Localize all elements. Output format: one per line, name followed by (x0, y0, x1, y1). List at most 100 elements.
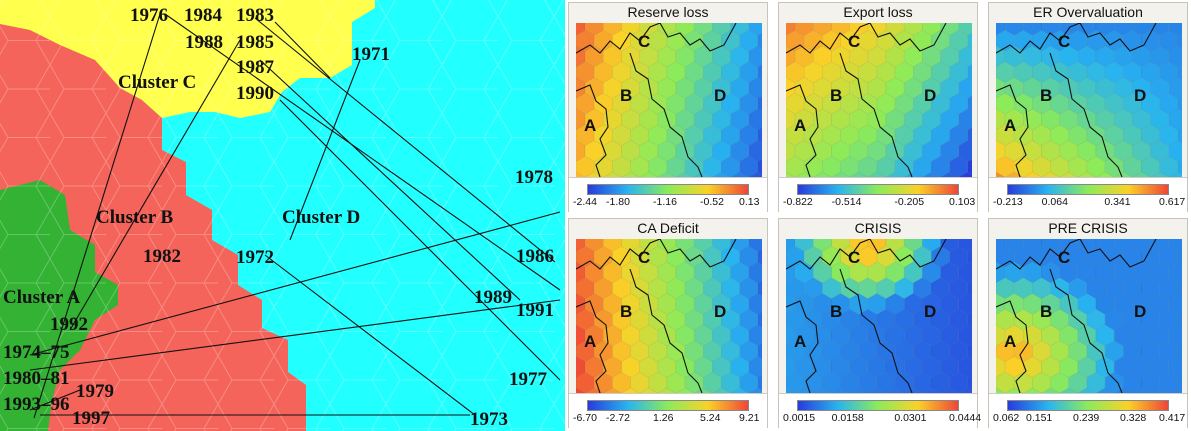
hex-cell (1150, 171, 1169, 177)
scale-tick-label: 0.328 (1120, 412, 1147, 424)
scale-tick-label: -1.16 (653, 196, 677, 208)
hex-cell (795, 171, 814, 177)
cluster-letter-a: A (1004, 332, 1016, 351)
cluster-boundary (786, 239, 871, 270)
panel-heatmap: C B A D (996, 23, 1182, 177)
hex-cell (1114, 387, 1133, 393)
cluster-letter-a: A (794, 116, 806, 135)
scale-tick-label: -2.72 (606, 412, 630, 424)
hex-cell (639, 171, 658, 177)
colour-scale-bar (797, 184, 959, 195)
hex-cell (940, 387, 959, 393)
hex-cell (958, 387, 972, 393)
hex-cell (849, 171, 868, 177)
hex-cell (813, 171, 832, 177)
hex-cell (1168, 387, 1182, 393)
hex-cell (885, 171, 905, 177)
panel-title: Export loss (843, 4, 913, 20)
component-plane-panel: Export loss C B A D -0.822 -0.514 -0.205 0.103 (778, 2, 978, 214)
hex-cell (1059, 171, 1078, 177)
hex-cell (786, 387, 796, 393)
cluster-boundary (1079, 239, 1157, 268)
hex-cell (1132, 171, 1151, 177)
cluster-boundary (576, 239, 661, 270)
cluster-map: Cluster C Cluster B Cluster D Cluster A … (0, 0, 565, 431)
cluster-boundary (629, 52, 703, 177)
hex-cell (657, 387, 677, 393)
cluster-letter-d: D (714, 302, 726, 321)
cluster-boundary (659, 23, 737, 52)
cluster-letter-c: C (1058, 248, 1070, 267)
hex-cell (940, 171, 959, 177)
cluster-boundary (996, 239, 1081, 270)
hex-cell (730, 387, 749, 393)
year-label: 1989 (474, 287, 512, 308)
cluster-d-label: Cluster D (282, 207, 360, 228)
cluster-letter-b: B (830, 302, 842, 321)
cluster-boundary (576, 300, 609, 393)
hex-cell (1005, 171, 1024, 177)
year-label: 1986 (516, 246, 554, 267)
colour-scale: -0.213 0.064 0.341 0.617 (989, 177, 1187, 214)
scale-tick-label: 0.417 (1159, 412, 1186, 424)
colour-scale: 0.0015 0.0158 0.0301 0.0444 (779, 393, 981, 430)
hex-cell (885, 387, 905, 393)
cluster-boundary (839, 268, 913, 393)
panel-heatmap: C B A D (576, 239, 762, 393)
year-label: 1980–81 (3, 368, 70, 389)
year-label: 1990 (236, 83, 274, 104)
hex-cell (694, 171, 713, 177)
colour-scale-bar (587, 184, 749, 195)
hex-cell (831, 171, 850, 177)
hex-cell (813, 387, 832, 393)
scale-tick-label: 1.26 (653, 412, 674, 424)
hex-cell (1095, 387, 1115, 393)
component-plane-panel: CRISIS C B A D 0.0015 0.0158 0.0301 0.0444 (778, 218, 981, 430)
year-label: 1993–96 (3, 394, 70, 415)
hex-cell (1132, 387, 1151, 393)
cluster-letter-b: B (1040, 302, 1052, 321)
colour-scale: -2.44 -1.80 -1.16 -0.52 0.13 (569, 177, 767, 214)
scale-tick-label: 5.24 (700, 412, 721, 424)
hex-cell (675, 171, 695, 177)
hex-cell (996, 387, 1006, 393)
cluster-boundary (1049, 52, 1123, 177)
colour-scale: -0.822 -0.514 -0.205 0.103 (779, 177, 977, 214)
cluster-boundary (786, 300, 819, 393)
hex-cell (639, 387, 658, 393)
cluster-letter-d: D (924, 302, 936, 321)
scale-tick-label: 0.0015 (783, 412, 816, 424)
hex-cell (958, 171, 972, 177)
cluster-boundary (996, 300, 1029, 393)
panel-heatmap: C B A D (786, 239, 972, 393)
cluster-boundary (629, 268, 703, 393)
hex-cell (1023, 387, 1042, 393)
hex-cell (603, 171, 622, 177)
hex-cell (1005, 387, 1024, 393)
scale-tick-label: 0.13 (739, 196, 760, 208)
cluster-letter-d: D (924, 86, 936, 105)
cluster-boundary (576, 23, 661, 54)
cluster-boundary (869, 23, 947, 52)
cluster-boundary (839, 52, 913, 177)
hex-cell (1041, 171, 1060, 177)
cluster-letter-d: D (1134, 302, 1146, 321)
hex-cell (922, 387, 941, 393)
cluster-boundary (996, 84, 1029, 177)
hex-cell (576, 171, 586, 177)
scale-tick-label: 9.21 (739, 412, 760, 424)
cluster-letter-b: B (620, 302, 632, 321)
cluster-b-label: Cluster B (96, 207, 174, 228)
hex-cell (1023, 171, 1042, 177)
year-label: 1974–75 (3, 342, 70, 363)
year-label: 1971 (352, 44, 390, 65)
hex-cell (694, 387, 713, 393)
year-label: 1984 (184, 5, 223, 26)
hex-cell (1168, 23, 1182, 36)
hex-cell (1059, 387, 1078, 393)
hex-cell (712, 171, 731, 177)
scale-tick-label: -0.514 (831, 196, 862, 208)
hex-cell (958, 239, 972, 252)
hex-cell (922, 171, 941, 177)
hex-cell (748, 239, 762, 252)
